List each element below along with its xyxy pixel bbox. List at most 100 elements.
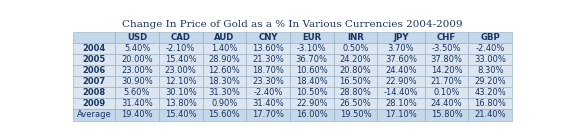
Bar	[425, 32, 469, 43]
Text: 8.30%: 8.30%	[477, 66, 503, 75]
Text: Change In Price of Gold as a % In Various Currencies 2004-2009: Change In Price of Gold as a % In Variou…	[122, 20, 462, 29]
Bar	[159, 98, 202, 109]
Text: 22.90%: 22.90%	[296, 99, 328, 108]
Text: 17.70%: 17.70%	[252, 110, 284, 119]
Text: -3.10%: -3.10%	[297, 44, 327, 53]
Text: 33.00%: 33.00%	[474, 55, 506, 64]
Text: GBP: GBP	[481, 33, 500, 42]
Bar	[159, 65, 202, 76]
Bar	[246, 109, 290, 120]
Bar	[377, 109, 425, 120]
Bar	[159, 43, 202, 54]
Text: 24.20%: 24.20%	[340, 55, 371, 64]
Bar	[159, 32, 202, 43]
Bar	[425, 65, 469, 76]
Text: USD: USD	[127, 33, 147, 42]
Text: 23.30%: 23.30%	[252, 77, 284, 86]
Text: 31.40%: 31.40%	[121, 99, 153, 108]
Text: 18.70%: 18.70%	[252, 66, 284, 75]
Text: 2005: 2005	[83, 55, 106, 64]
Bar	[377, 32, 425, 43]
Bar	[74, 87, 115, 98]
Bar	[74, 32, 115, 43]
Bar	[74, 65, 115, 76]
Bar	[115, 98, 159, 109]
Text: CNY: CNY	[258, 33, 278, 42]
Text: 24.40%: 24.40%	[431, 99, 462, 108]
Text: 21.70%: 21.70%	[431, 77, 462, 86]
Bar	[425, 54, 469, 65]
Text: 15.60%: 15.60%	[209, 110, 241, 119]
Text: Average: Average	[77, 110, 112, 119]
Bar	[115, 32, 159, 43]
Bar	[377, 43, 425, 54]
Text: 5.40%: 5.40%	[124, 44, 150, 53]
Text: INR: INR	[347, 33, 364, 42]
Text: 30.90%: 30.90%	[121, 77, 153, 86]
Bar	[202, 43, 246, 54]
Bar	[74, 76, 115, 87]
Bar	[115, 109, 159, 120]
Bar	[290, 32, 333, 43]
Text: 28.10%: 28.10%	[385, 99, 417, 108]
Text: 0.10%: 0.10%	[433, 88, 460, 97]
Text: 5.60%: 5.60%	[124, 88, 150, 97]
Bar	[159, 109, 202, 120]
Text: 37.60%: 37.60%	[385, 55, 417, 64]
Bar	[202, 32, 246, 43]
Text: 28.90%: 28.90%	[209, 55, 241, 64]
Bar	[469, 65, 512, 76]
Bar	[290, 87, 333, 98]
Bar	[333, 32, 377, 43]
Text: 43.20%: 43.20%	[474, 88, 506, 97]
Bar	[74, 109, 115, 120]
Text: 23.00%: 23.00%	[165, 66, 197, 75]
Text: 19.40%: 19.40%	[121, 110, 153, 119]
Text: 2009: 2009	[83, 99, 106, 108]
Text: 21.30%: 21.30%	[253, 55, 284, 64]
Bar	[469, 43, 512, 54]
Text: 20.80%: 20.80%	[340, 66, 371, 75]
Text: 10.50%: 10.50%	[296, 88, 328, 97]
Bar	[246, 98, 290, 109]
Bar	[159, 54, 202, 65]
Bar	[333, 76, 377, 87]
Text: CAD: CAD	[171, 33, 191, 42]
Bar	[425, 109, 469, 120]
Bar	[333, 87, 377, 98]
Text: 20.00%: 20.00%	[121, 55, 153, 64]
Text: 13.80%: 13.80%	[165, 99, 197, 108]
Text: 36.70%: 36.70%	[296, 55, 328, 64]
Bar	[246, 54, 290, 65]
Text: -14.40%: -14.40%	[384, 88, 418, 97]
Text: 24.40%: 24.40%	[385, 66, 417, 75]
Bar	[290, 109, 333, 120]
Bar	[202, 109, 246, 120]
Text: 13.60%: 13.60%	[252, 44, 284, 53]
Text: 15.40%: 15.40%	[165, 110, 197, 119]
Text: 1.40%: 1.40%	[211, 44, 238, 53]
Text: AUD: AUD	[214, 33, 235, 42]
Text: 16.80%: 16.80%	[474, 99, 506, 108]
Bar	[469, 76, 512, 87]
Bar	[246, 43, 290, 54]
Text: 2008: 2008	[83, 88, 106, 97]
Bar	[290, 54, 333, 65]
Bar	[246, 87, 290, 98]
Bar	[115, 43, 159, 54]
Bar	[202, 98, 246, 109]
Text: 15.80%: 15.80%	[431, 110, 462, 119]
Bar	[333, 109, 377, 120]
Bar	[202, 54, 246, 65]
Text: 29.20%: 29.20%	[474, 77, 506, 86]
Bar	[74, 54, 115, 65]
Text: -2.40%: -2.40%	[254, 88, 283, 97]
Bar	[74, 98, 115, 109]
Bar	[115, 87, 159, 98]
Bar	[202, 76, 246, 87]
Text: -2.10%: -2.10%	[166, 44, 196, 53]
Bar	[425, 76, 469, 87]
Text: 37.80%: 37.80%	[430, 55, 463, 64]
Text: 16.00%: 16.00%	[296, 110, 328, 119]
Text: 30.10%: 30.10%	[165, 88, 197, 97]
